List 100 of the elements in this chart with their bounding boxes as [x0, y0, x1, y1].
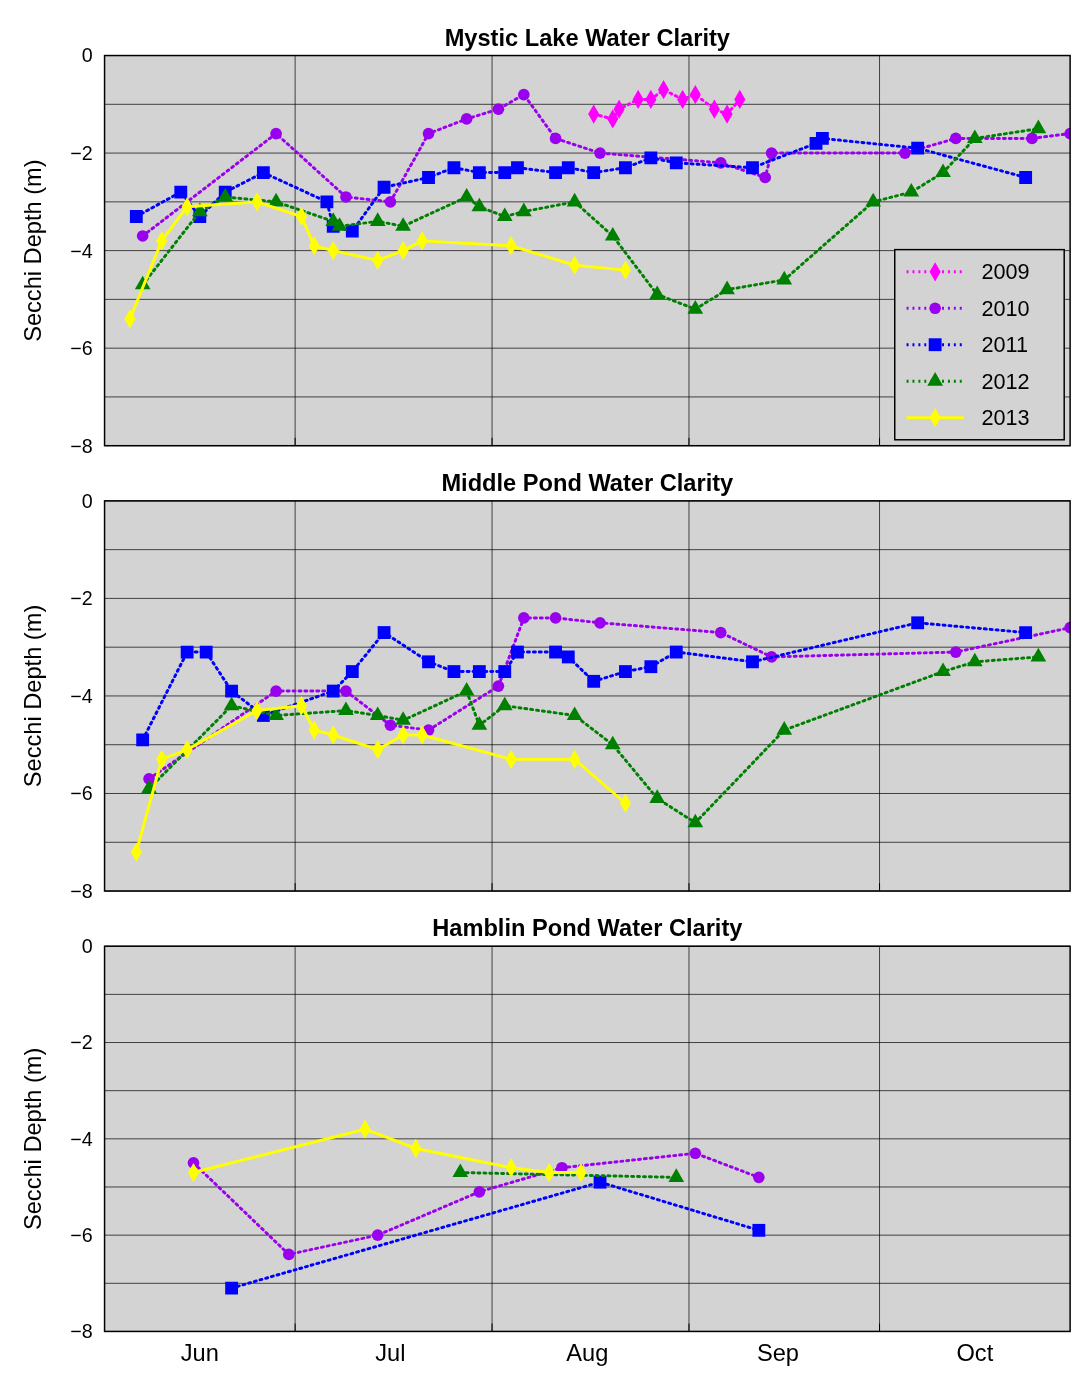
- point: [949, 646, 962, 658]
- point: [776, 721, 793, 735]
- legend-label: 2013: [981, 405, 1030, 431]
- point: [689, 1147, 702, 1160]
- point: [687, 300, 704, 314]
- point: [492, 680, 505, 693]
- point: [669, 645, 683, 659]
- point: [256, 166, 270, 179]
- y-tick-label: −6: [70, 337, 93, 360]
- x-tick-label: Aug: [566, 1340, 609, 1367]
- point: [604, 226, 621, 241]
- point: [331, 217, 348, 231]
- point: [752, 1223, 766, 1237]
- point: [472, 166, 486, 179]
- y-tick-label: −8: [70, 1320, 93, 1343]
- point: [746, 655, 759, 669]
- point: [746, 161, 759, 175]
- point: [815, 132, 829, 145]
- point: [492, 103, 505, 115]
- chart-title: Mystic Lake Water Clarity: [444, 24, 731, 51]
- x-tick-label: Oct: [956, 1340, 994, 1367]
- point: [340, 685, 352, 697]
- legend-label: 2010: [981, 295, 1030, 321]
- point: [561, 650, 575, 664]
- point: [136, 733, 150, 747]
- point: [911, 616, 925, 630]
- point: [447, 161, 461, 175]
- point: [225, 1281, 239, 1295]
- point: [369, 706, 386, 720]
- point: [395, 217, 411, 231]
- point: [471, 197, 488, 212]
- y-tick-label: 0: [81, 44, 93, 67]
- point: [865, 192, 882, 207]
- point: [496, 696, 513, 711]
- legend-label: 2009: [981, 259, 1030, 285]
- point: [384, 196, 397, 208]
- point: [369, 212, 386, 226]
- y-tick-label: −2: [70, 587, 93, 610]
- point: [447, 665, 461, 678]
- point: [371, 1229, 384, 1241]
- point: [422, 127, 435, 140]
- point: [422, 171, 435, 184]
- point: [225, 684, 239, 698]
- point: [593, 1175, 607, 1189]
- point: [753, 1171, 765, 1184]
- point: [1026, 132, 1038, 145]
- point: [395, 711, 411, 725]
- point: [223, 696, 240, 711]
- point: [644, 660, 658, 674]
- point: [903, 183, 920, 197]
- x-tick-label: Jun: [180, 1340, 219, 1367]
- point: [498, 166, 512, 179]
- y-axis-title: Secchi Depth (m): [19, 1047, 46, 1231]
- point: [270, 127, 282, 140]
- point: [566, 192, 583, 207]
- point: [422, 655, 435, 669]
- point: [180, 645, 194, 659]
- y-tick-label: 0: [81, 935, 93, 958]
- point: [549, 612, 562, 624]
- point: [496, 207, 513, 222]
- point: [644, 151, 658, 165]
- point: [129, 210, 143, 223]
- point: [515, 202, 532, 217]
- legend-label: 2012: [981, 368, 1030, 394]
- point: [687, 813, 704, 828]
- point: [384, 719, 397, 732]
- point: [549, 166, 562, 179]
- point: [326, 684, 340, 698]
- point: [472, 665, 486, 678]
- y-tick-label: −2: [70, 141, 93, 164]
- point: [458, 187, 475, 202]
- chart-title: Hamblin Pond Water Clarity: [432, 915, 744, 942]
- point: [669, 156, 683, 170]
- point: [377, 626, 391, 639]
- point: [270, 685, 282, 697]
- chart-title: Middle Pond Water Clarity: [441, 470, 735, 497]
- point: [1019, 626, 1033, 639]
- point: [517, 612, 530, 624]
- point: [949, 132, 962, 145]
- point: [498, 665, 512, 678]
- y-tick-label: −8: [70, 434, 93, 457]
- point: [714, 626, 727, 639]
- y-tick-label: −8: [70, 879, 93, 902]
- point: [587, 166, 601, 179]
- point: [174, 185, 188, 199]
- point: [282, 1248, 295, 1261]
- point: [561, 161, 575, 175]
- point: [511, 645, 524, 659]
- y-tick-label: −6: [70, 782, 93, 805]
- point: [268, 192, 284, 207]
- point: [458, 682, 475, 696]
- point: [604, 735, 621, 750]
- point: [649, 285, 666, 300]
- legend-label: 2011: [981, 332, 1029, 358]
- point: [776, 270, 793, 285]
- point: [1019, 171, 1033, 184]
- point: [619, 665, 632, 678]
- point: [594, 616, 606, 629]
- point: [377, 180, 391, 194]
- point: [199, 645, 213, 659]
